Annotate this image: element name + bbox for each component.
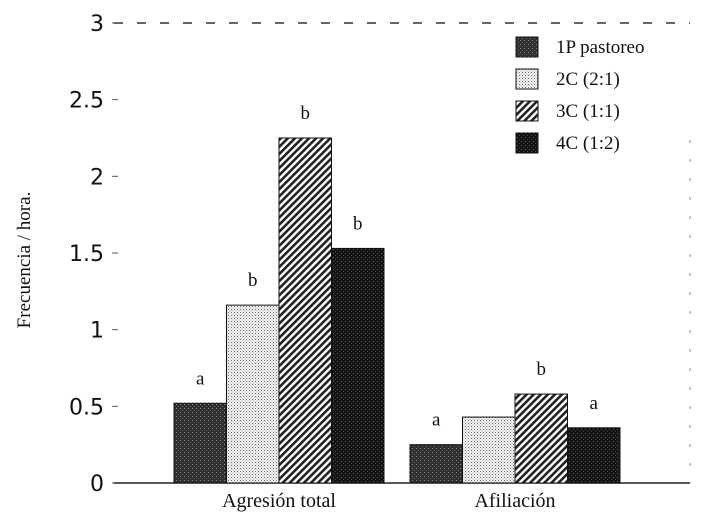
data-label: a — [590, 393, 599, 414]
bar — [514, 393, 568, 484]
bar — [278, 137, 332, 484]
legend: 1P pastoreo 2C (2:1) 3C (1:1) 4C (1:2) — [515, 36, 644, 154]
bar — [173, 402, 227, 484]
bar — [567, 427, 621, 484]
x-tick-label: Agresión total — [222, 490, 336, 512]
bar — [331, 247, 385, 484]
y-tick-label: 0.5 — [69, 395, 104, 420]
bars — [173, 137, 621, 484]
legend-swatch — [515, 36, 539, 58]
data-label: b — [248, 270, 258, 291]
y-tick-label: 0 — [90, 472, 104, 497]
data-label: a — [432, 410, 441, 431]
y-axis-label: Frecuencia / hora. — [14, 192, 35, 329]
y-tick-label: 1.5 — [69, 242, 104, 267]
legend-label: 2C (2:1) — [556, 69, 620, 90]
bar — [462, 416, 516, 484]
data-label: b — [537, 359, 547, 380]
legend-swatch — [515, 68, 539, 90]
bar — [409, 444, 463, 484]
y-tick-label: 2.5 — [69, 89, 104, 114]
legend-swatch — [515, 100, 539, 122]
bar — [226, 304, 280, 484]
y-tick-label: 1 — [90, 319, 104, 344]
x-tick-label: Afiliación — [474, 490, 555, 512]
data-label: a — [196, 368, 205, 389]
data-labels: a b b b a b a — [196, 103, 599, 431]
legend-swatch — [515, 132, 539, 154]
category-labels: Agresión total Afiliación — [222, 490, 555, 512]
legend-label: 3C (1:1) — [556, 101, 620, 122]
y-tick-label: 3 — [90, 12, 104, 37]
data-label: b — [301, 103, 311, 124]
y-tick-label: 2 — [90, 165, 104, 190]
data-label: b — [353, 213, 363, 234]
legend-label: 1P pastoreo — [556, 37, 644, 58]
legend-label: 4C (1:2) — [556, 133, 620, 154]
